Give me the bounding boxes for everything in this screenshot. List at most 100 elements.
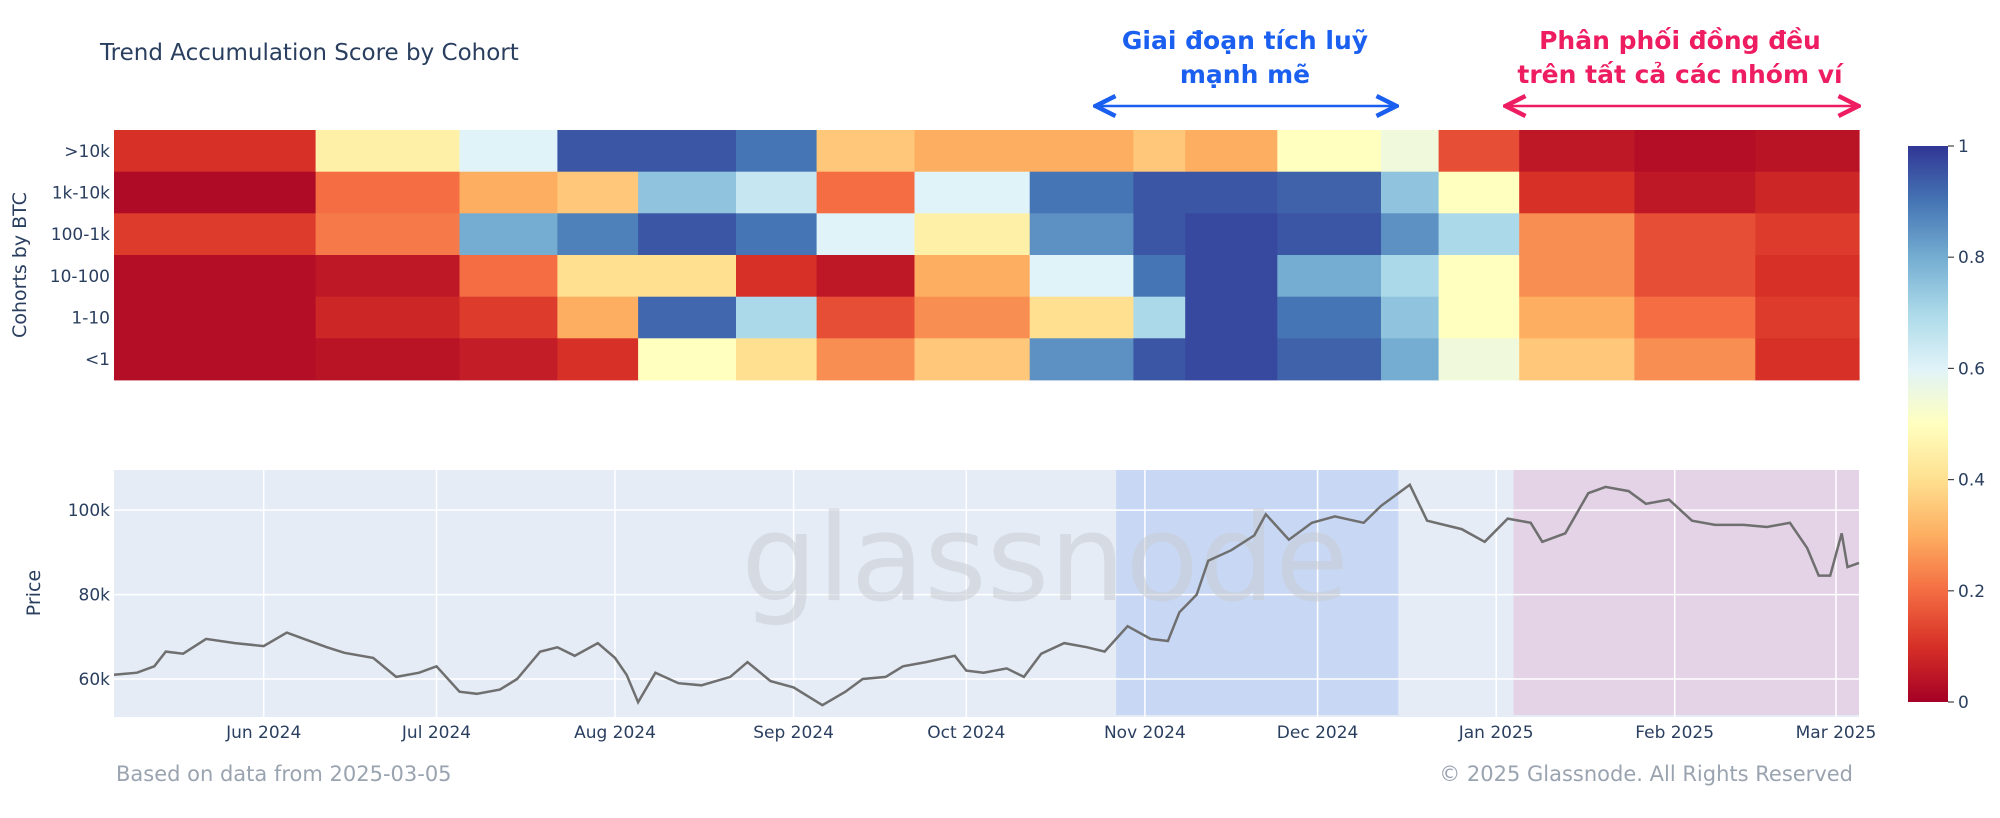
heatmap-row-label: >10k: [64, 142, 110, 162]
heatmap-cell: [1185, 338, 1278, 381]
heatmap-cell: [1133, 338, 1186, 381]
watermark: glassnode: [741, 490, 1349, 629]
heatmap-cell: [114, 213, 317, 256]
heatmap-cell: [1438, 296, 1520, 339]
annotation-distribution: Phân phối đồng đều trên tất cả các nhóm …: [1508, 26, 1856, 106]
heatmap-cell: [557, 130, 639, 173]
heatmap-cell: [1519, 130, 1635, 173]
heatmap-cell: [459, 213, 558, 256]
heatmap-cell: [315, 213, 461, 256]
price-x-ticks: Jun 2024 Jul 2024 Aug 2024 Sep 2024 Oct 2024…: [225, 723, 1876, 743]
heatmap-cell: [914, 130, 1031, 173]
heatmap-cell: [914, 213, 1031, 256]
heatmap-cell: [315, 130, 461, 173]
heatmap-cell: [1438, 130, 1520, 173]
heatmap-cell: [1277, 255, 1382, 298]
heatmap-cell: [1381, 171, 1440, 214]
heatmap-cell: [1185, 171, 1278, 214]
heatmap-cell: [1133, 171, 1186, 214]
heatmap-row-label: 1-10: [71, 309, 110, 329]
heatmap-cell: [114, 338, 317, 381]
price-x-tick-label: Jun 2024: [225, 723, 301, 743]
heatmap-cell: [638, 213, 737, 256]
heatmap-cell: [1381, 255, 1440, 298]
heatmap-cell: [1519, 338, 1635, 381]
heatmap-cell: [557, 171, 639, 214]
price-x-tick-label: Aug 2024: [574, 723, 656, 743]
heatmap-cell: [638, 171, 737, 214]
heatmap-cell: [1438, 338, 1520, 381]
heatmap-cell: [1277, 171, 1382, 214]
price-x-tick-label: Jan 2025: [1458, 723, 1534, 743]
heatmap-cell: [1133, 296, 1186, 339]
colorbar-tick-label: 0.4: [1958, 471, 1985, 491]
heatmap-cell: [736, 213, 818, 256]
heatmap-row-label: 10-100: [50, 267, 110, 287]
footer-copyright: © 2025 Glassnode. All Rights Reserved: [1439, 762, 1853, 786]
heatmap-cell: [1133, 213, 1186, 256]
colorbar-tick-label: 0.6: [1958, 359, 1985, 379]
heatmap-cell: [1755, 338, 1860, 381]
heatmap-cell: [816, 338, 916, 381]
heatmap-cell: [816, 255, 916, 298]
colorbar-tick-label: 0.8: [1958, 248, 1985, 268]
heatmap-cell: [557, 255, 639, 298]
heatmap-cell: [1755, 171, 1860, 214]
heatmap-cell: [816, 296, 916, 339]
heatmap-row-label: <1: [85, 350, 110, 370]
annotation-distribution-line2: trên tất cả các nhóm ví: [1517, 60, 1844, 89]
annotation-distribution-line1: Phân phối đồng đều: [1539, 26, 1821, 55]
heatmap-cell: [914, 338, 1031, 381]
heatmap-cell: [114, 296, 317, 339]
heatmap-cell: [1634, 255, 1756, 298]
annotation-accumulation-line2: mạnh mẽ: [1180, 60, 1310, 89]
heatmap-cell: [1133, 130, 1186, 173]
heatmap-cell: [1381, 130, 1440, 173]
heatmap-cell: [1755, 130, 1860, 173]
heatmap-cell: [1634, 213, 1756, 256]
heatmap-cell: [459, 130, 558, 173]
heatmap-cell: [1277, 296, 1382, 339]
price-x-tick-label: Dec 2024: [1277, 723, 1359, 743]
heatmap-cell: [1029, 338, 1134, 381]
heatmap-cell: [1755, 255, 1860, 298]
colorbar: [1908, 146, 1948, 702]
heatmap-cell: [736, 255, 818, 298]
heatmap-cell: [459, 171, 558, 214]
heatmap-cell: [557, 338, 639, 381]
heatmap-cell: [1185, 130, 1278, 173]
heatmap-cell: [557, 213, 639, 256]
heatmap-cell: [315, 338, 461, 381]
chart-title: Trend Accumulation Score by Cohort: [99, 40, 519, 66]
heatmap-cell: [1381, 213, 1440, 256]
heatmap-cell: [114, 171, 317, 214]
annotation-accumulation-line1: Giai đoạn tích luỹ: [1122, 26, 1368, 55]
heatmap-cell: [914, 296, 1031, 339]
heatmap-cell: [914, 171, 1031, 214]
price-x-tick-label: Mar 2025: [1796, 723, 1877, 743]
heatmap-cell: [736, 130, 818, 173]
heatmap-cell: [736, 171, 818, 214]
heatmap-cell: [1634, 338, 1756, 381]
heatmap-cell: [1755, 213, 1860, 256]
heatmap-cell: [315, 296, 461, 339]
price-grid: [114, 470, 1859, 717]
price-x-tick-label: Feb 2025: [1635, 723, 1714, 743]
price-y-tick-label: 60k: [79, 670, 111, 690]
heatmap-plot: [114, 130, 1860, 381]
heatmap-cell: [638, 338, 737, 381]
heatmap-cell: [816, 130, 916, 173]
heatmap-cell: [1029, 255, 1134, 298]
heatmap-row-labels: >10k 1k-10k 100-1k 10-100 1-10 <1: [50, 142, 110, 370]
heatmap-cell: [315, 171, 461, 214]
heatmap-cell: [1029, 213, 1134, 256]
heatmap-cell: [459, 296, 558, 339]
heatmap-cell: [1277, 213, 1382, 256]
heatmap-cell: [1277, 338, 1382, 381]
annotation-accumulation: Giai đoạn tích luỹ mạnh mẽ: [1098, 26, 1394, 106]
heatmap-cell: [1634, 296, 1756, 339]
price-y-tick-label: 100k: [68, 501, 110, 521]
heatmap-cell: [1381, 296, 1440, 339]
heatmap-cell: [1185, 213, 1278, 256]
